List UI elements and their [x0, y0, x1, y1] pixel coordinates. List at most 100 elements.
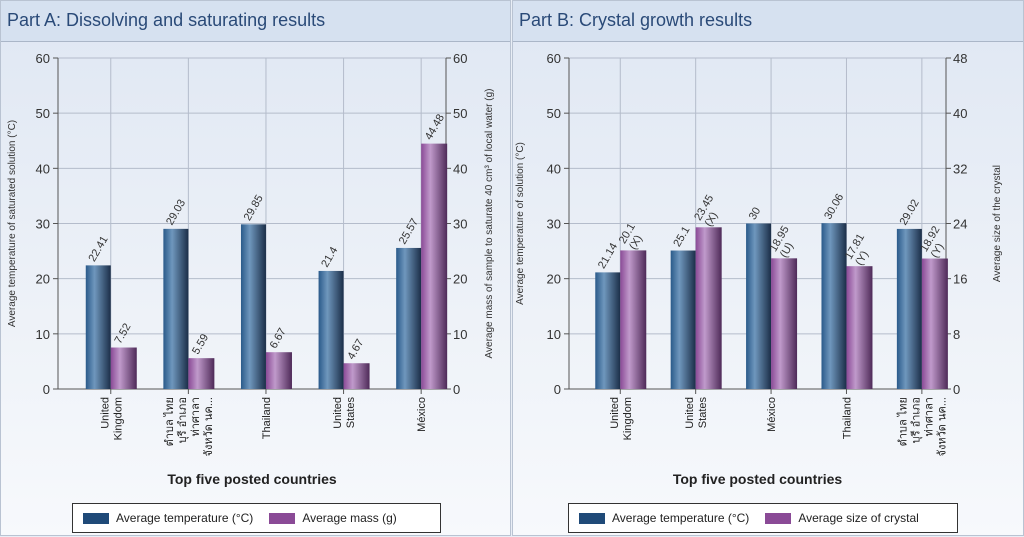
data-label-temperature: 29.02: [898, 198, 922, 228]
data-label-secondary: 44.48: [423, 112, 447, 142]
bar-secondary: [343, 363, 370, 389]
legend-item-temperature: Average temperature (°C): [83, 511, 253, 525]
data-label-temperature: 21.4: [319, 245, 340, 270]
panel-header: Part A: Dissolving and saturating result…: [1, 1, 510, 42]
panel-title: Part B: Crystal growth results: [519, 10, 753, 30]
right-tick-label: 8: [953, 327, 960, 342]
left-tick-label: 0: [43, 382, 50, 397]
left-tick-label: 20: [547, 272, 561, 287]
bar-secondary: [771, 258, 798, 389]
category-label: Thailand: [841, 397, 853, 439]
legend-label: Average size of crystal: [798, 511, 919, 525]
legend-item-temperature: Average temperature (°C): [579, 511, 749, 525]
bar-temperature: [670, 250, 696, 389]
bar-temperature: [318, 270, 344, 389]
bar-secondary: [695, 227, 722, 389]
right-tick-label: 0: [453, 382, 460, 397]
bar-temperature: [396, 247, 422, 389]
right-tick-label: 48: [953, 51, 967, 66]
bar-temperature: [896, 228, 922, 389]
data-label-secondary: 20.1(X): [617, 221, 648, 252]
data-label-temperature: 22.41: [86, 234, 110, 264]
data-label-temperature: 29.85: [242, 193, 266, 223]
bar-temperature: [595, 272, 621, 389]
category-label: UnitedStates: [684, 397, 709, 429]
x-axis-title: Top five posted countries: [167, 471, 337, 487]
right-tick-label: 30: [453, 217, 467, 232]
panel-title: Part A: Dissolving and saturating result…: [7, 10, 326, 30]
right-tick-label: 20: [453, 272, 467, 287]
legend: Average temperature (°C) Average mass (g…: [72, 503, 441, 533]
panel-part-a: Part A: Dissolving and saturating result…: [0, 0, 511, 536]
bar-secondary: [421, 143, 448, 389]
x-axis-title: Top five posted countries: [673, 471, 843, 487]
bar-secondary: [188, 358, 215, 389]
y-axis-title-left: Average temperature of saturated solutio…: [7, 120, 18, 327]
legend-label: Average temperature (°C): [612, 511, 750, 525]
category-label: ตำบล ไทยบุรี อำเภอท่าศาลาจังหวัด นค...: [163, 397, 215, 457]
data-label-temperature: 25.57: [397, 217, 421, 247]
bar-secondary: [620, 250, 647, 389]
left-tick-label: 10: [547, 327, 561, 342]
right-tick-label: 40: [953, 106, 967, 121]
bar-temperature: [240, 224, 266, 389]
category-label: México: [766, 397, 778, 432]
left-tick-label: 50: [36, 106, 50, 121]
data-label-temperature: 29.03: [164, 198, 188, 228]
bar-secondary: [921, 258, 948, 389]
legend-label: Average mass (g): [302, 511, 397, 525]
data-label-secondary: 5.59: [190, 332, 211, 357]
data-label-secondary: 18.95(U): [768, 224, 803, 260]
right-tick-label: 60: [453, 51, 467, 66]
data-label-secondary: 17.81(Y): [843, 232, 878, 268]
left-tick-label: 40: [36, 161, 50, 176]
legend-swatch-crystal-size: [765, 512, 792, 524]
panel-part-b: Part B: Crystal growth results 0 10 20 30 40…: [512, 0, 1024, 536]
y-axis-title-right: Average size of the crystal: [992, 165, 1003, 282]
data-label-secondary: 18.92(Y): [918, 224, 953, 260]
left-tick-label: 30: [547, 217, 561, 232]
right-tick-label: 16: [953, 272, 967, 287]
right-tick-label: 40: [453, 161, 467, 176]
legend-swatch-temperature: [83, 512, 109, 524]
legend-item-mass: Average mass (g): [269, 511, 397, 525]
right-tick-label: 10: [453, 327, 467, 342]
panel-header: Part B: Crystal growth results: [513, 1, 1023, 42]
category-label: UnitedStates: [332, 397, 357, 429]
bar-secondary: [265, 352, 292, 389]
legend: Average temperature (°C) Average size of…: [568, 503, 958, 533]
legend-swatch-mass: [269, 512, 296, 524]
left-tick-label: 50: [547, 106, 561, 121]
data-label-temperature: 21.14: [596, 241, 620, 271]
left-tick-label: 60: [547, 51, 561, 66]
right-tick-label: 50: [453, 106, 467, 121]
bar-temperature: [163, 228, 189, 389]
category-label: UnitedKingdom: [99, 397, 124, 440]
data-label-temperature: 25.1: [671, 224, 692, 249]
left-tick-label: 20: [36, 272, 50, 287]
bar-temperature: [746, 223, 772, 389]
data-label-secondary: 4.67: [345, 337, 366, 362]
legend-swatch-temperature: [579, 512, 605, 524]
legend-label: Average temperature (°C): [116, 511, 254, 525]
data-label-temperature: 30.06: [822, 192, 846, 222]
data-label-temperature: 30: [747, 205, 764, 222]
left-tick-label: 30: [36, 217, 50, 232]
category-label: UnitedKingdom: [609, 397, 634, 440]
left-tick-label: 10: [36, 327, 50, 342]
bar-secondary: [110, 347, 137, 389]
bar-temperature: [85, 265, 111, 389]
right-tick-label: 24: [953, 217, 967, 232]
y-axis-title-right: Average mass of sample to saturate 40 cm…: [484, 89, 495, 359]
category-label: ตำบล ไทยบุรี อำเภอท่าศาลาจังหวัด นค...: [896, 397, 948, 457]
bar-temperature: [821, 223, 847, 389]
y-axis-title-left: Average temperature of solution (°C): [515, 142, 526, 305]
left-tick-label: 0: [554, 382, 561, 397]
left-tick-label: 60: [36, 51, 50, 66]
chart-part-a: 0 10 20 30 40 50 60 0 10 20 30 40 50 60 Average temper…: [7, 51, 495, 487]
category-label: Thailand: [261, 397, 273, 439]
right-tick-label: 0: [953, 382, 960, 397]
right-tick-label: 32: [953, 161, 967, 176]
bar-secondary: [846, 266, 873, 389]
chart-part-b: 0 10 20 30 40 50 60 0 8 16 24 32 40 48 Average tempera…: [515, 51, 1003, 487]
